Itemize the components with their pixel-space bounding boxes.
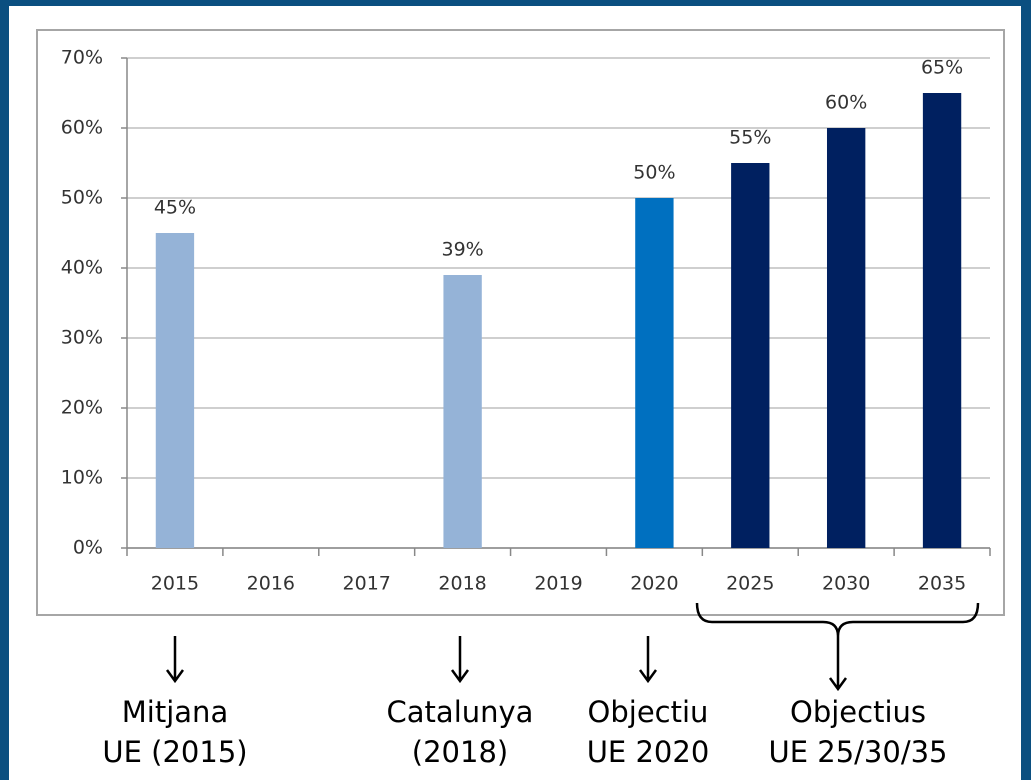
annotation: Mitjana	[122, 695, 228, 729]
bar	[826, 128, 866, 548]
annotation: Objectius	[790, 695, 926, 729]
x-tick-label: 2030	[822, 573, 870, 595]
bar	[731, 163, 770, 548]
bar	[443, 275, 482, 548]
x-tick-label: 2025	[726, 573, 774, 595]
annotation: (2018)	[412, 735, 508, 769]
y-tick-label: 30%	[61, 327, 103, 349]
annotation: Catalunya	[387, 695, 534, 729]
annotation: UE (2015)	[102, 735, 247, 769]
y-tick-label: 10%	[61, 467, 103, 489]
x-tick-label: 2018	[438, 573, 486, 595]
y-tick-label: 20%	[61, 397, 103, 419]
value-label: 55%	[729, 127, 771, 149]
arrow	[828, 636, 848, 692]
y-tick-label: 40%	[61, 257, 103, 279]
arrow	[638, 636, 658, 684]
value-label: 45%	[154, 197, 196, 219]
arrow	[165, 636, 185, 684]
annotation: UE 25/30/35	[768, 735, 947, 769]
value-label: 60%	[825, 92, 867, 114]
x-tick-label: 2015	[151, 573, 199, 595]
value-label: 65%	[921, 57, 963, 79]
arrow	[450, 636, 470, 684]
x-tick-label: 2035	[918, 573, 966, 595]
annotation: Objectiu	[588, 695, 709, 729]
x-tick-label: 2020	[630, 573, 678, 595]
y-tick-label: 60%	[61, 117, 103, 139]
value-label: 50%	[633, 162, 675, 184]
pointers	[165, 602, 980, 692]
y-tick-label: 0%	[73, 537, 103, 559]
bar	[922, 93, 962, 548]
x-tick-label: 2017	[343, 573, 391, 595]
value-label: 39%	[441, 239, 483, 261]
y-tick-label: 50%	[61, 187, 103, 209]
y-tick-label: 70%	[61, 47, 103, 69]
x-tick-label: 2016	[247, 573, 295, 595]
bar	[155, 233, 195, 548]
bar	[635, 198, 674, 548]
x-tick-label: 2019	[534, 573, 582, 595]
annotation: UE 2020	[587, 735, 710, 769]
